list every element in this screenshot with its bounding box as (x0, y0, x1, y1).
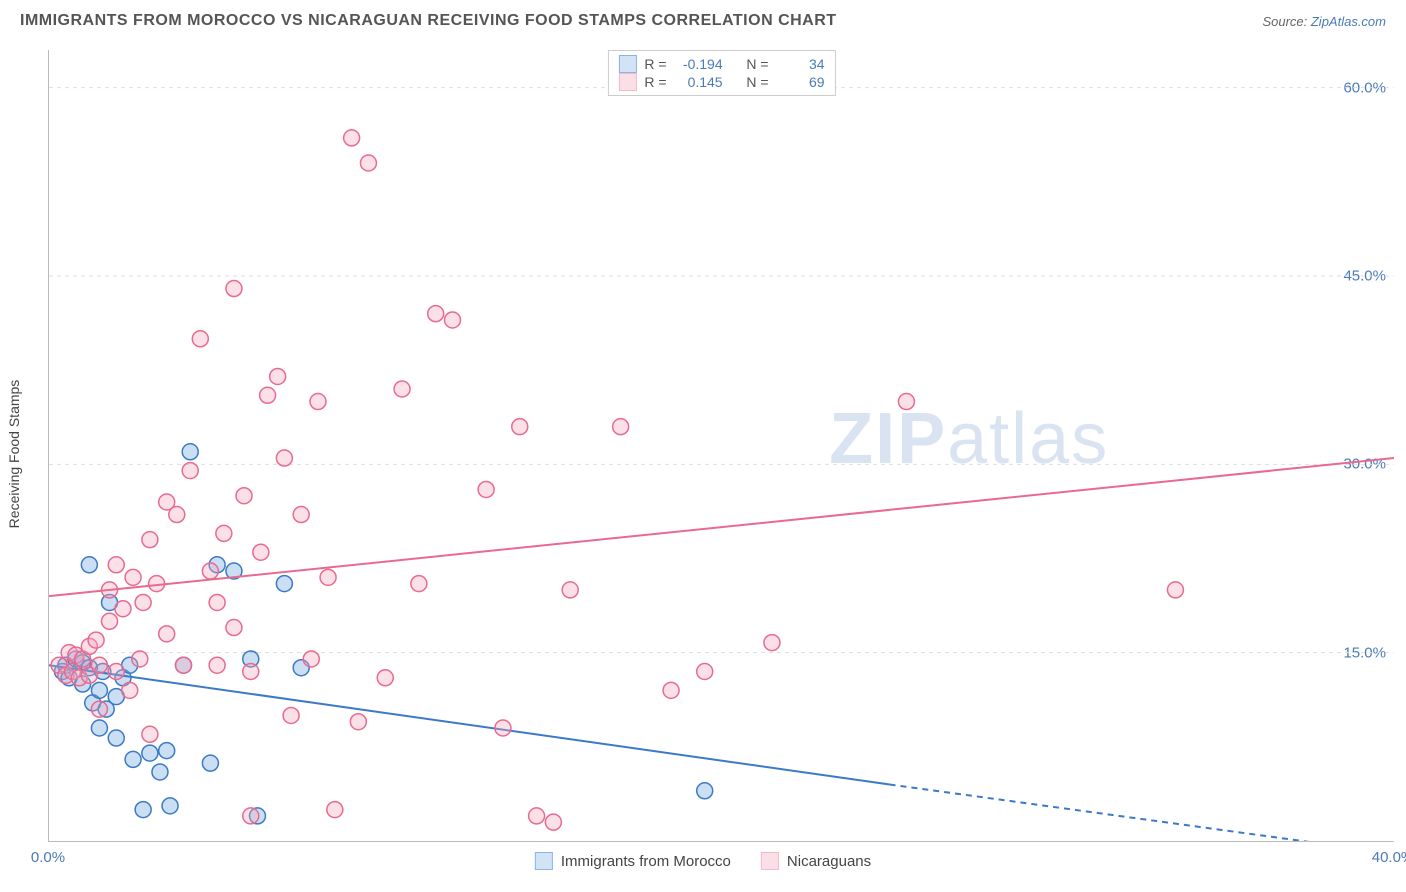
r-value-morocco: -0.194 (675, 56, 723, 72)
legend-row-morocco: R = -0.194 N = 34 (618, 55, 824, 73)
series-legend: Immigrants from Morocco Nicaraguans (535, 852, 871, 870)
legend-label-nicaraguan: Nicaraguans (787, 853, 871, 870)
source-link[interactable]: ZipAtlas.com (1311, 14, 1386, 29)
n-value-nicaraguan: 69 (777, 74, 825, 90)
r-label: R = (644, 74, 666, 90)
legend-label-morocco: Immigrants from Morocco (561, 853, 731, 870)
swatch-nicaraguan-icon (761, 852, 779, 870)
source-attribution: Source: ZipAtlas.com (1262, 14, 1386, 29)
x-tick-label: 40.0% (1372, 849, 1406, 866)
legend-item-morocco: Immigrants from Morocco (535, 852, 731, 870)
scatter-svg (49, 50, 1394, 841)
r-label: R = (644, 56, 666, 72)
legend-item-nicaraguan: Nicaraguans (761, 852, 871, 870)
n-label: N = (746, 56, 768, 72)
correlation-legend: R = -0.194 N = 34 R = 0.145 N = 69 (607, 50, 835, 96)
n-value-morocco: 34 (777, 56, 825, 72)
chart-title: IMMIGRANTS FROM MOROCCO VS NICARAGUAN RE… (20, 12, 837, 30)
swatch-morocco-icon (535, 852, 553, 870)
legend-row-nicaraguan: R = 0.145 N = 69 (618, 73, 824, 91)
y-axis-label: Receiving Food Stamps (6, 380, 22, 529)
chart-plot-area: R = -0.194 N = 34 R = 0.145 N = 69 ZIPat… (48, 50, 1394, 842)
swatch-nicaraguan (618, 73, 636, 91)
swatch-morocco (618, 55, 636, 73)
r-value-nicaraguan: 0.145 (675, 74, 723, 90)
n-label: N = (746, 74, 768, 90)
source-prefix: Source: (1262, 14, 1310, 29)
x-tick-label: 0.0% (31, 849, 65, 866)
